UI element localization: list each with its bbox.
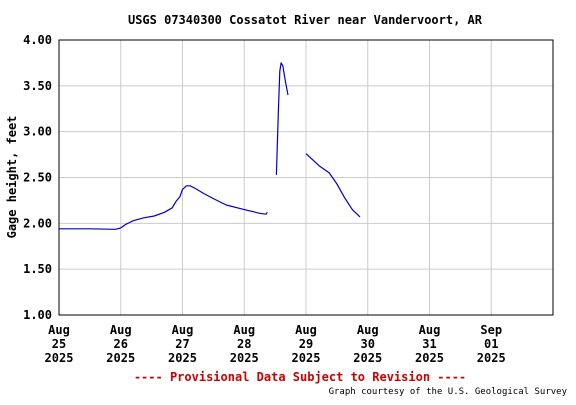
y-tick-label: 3.50 <box>23 79 52 93</box>
x-tick-label-day: 28 <box>237 337 251 351</box>
x-tick-label-month: Aug <box>48 323 70 337</box>
x-tick-label-month: Aug <box>419 323 441 337</box>
x-tick-label-day: 31 <box>422 337 436 351</box>
y-tick-label: 1.50 <box>23 262 52 276</box>
x-tick-label-year: 2025 <box>415 351 444 365</box>
x-tick-label-year: 2025 <box>106 351 135 365</box>
x-tick-label-day: 26 <box>114 337 128 351</box>
x-tick-label-day: 27 <box>175 337 189 351</box>
chart-title: USGS 07340300 Cossatot River near Vander… <box>128 13 483 27</box>
x-tick-label-year: 2025 <box>230 351 259 365</box>
x-tick-label-day: 29 <box>299 337 313 351</box>
x-tick-label-year: 2025 <box>477 351 506 365</box>
x-tick-label-year: 2025 <box>292 351 321 365</box>
credit-text: Graph courtesy of the U.S. Geological Su… <box>329 387 568 397</box>
y-tick-label: 3.00 <box>23 125 52 139</box>
series-layer <box>59 62 361 230</box>
y-axis-ticks: 1.00 1.50 2.00 2.50 3.00 3.50 4.00 <box>23 33 52 322</box>
x-tick-label-month: Aug <box>233 323 255 337</box>
x-tick-label-year: 2025 <box>353 351 382 365</box>
x-tick-label-year: 2025 <box>45 351 74 365</box>
series-line-segment <box>305 153 361 218</box>
plot-frame <box>58 39 554 316</box>
x-axis-ticks: Aug252025Aug262025Aug272025Aug282025Aug2… <box>45 323 506 365</box>
x-tick-label-month: Aug <box>295 323 317 337</box>
y-tick-label: 1.00 <box>23 308 52 322</box>
x-tick-label-month: Aug <box>172 323 194 337</box>
series-line-segment <box>59 185 268 230</box>
x-tick-label-month: Aug <box>110 323 132 337</box>
y-tick-label: 4.00 <box>23 33 52 47</box>
series-line-segment <box>275 62 289 175</box>
y-tick-label: 2.50 <box>23 171 52 185</box>
x-tick-label-month: Aug <box>357 323 379 337</box>
y-axis-label: Gage height, feet <box>5 116 19 239</box>
x-tick-label-year: 2025 <box>168 351 197 365</box>
provisional-notice: ---- Provisional Data Subject to Revisio… <box>134 370 466 384</box>
x-tick-label-day: 01 <box>484 337 498 351</box>
x-tick-label-day: 25 <box>52 337 66 351</box>
y-tick-label: 2.00 <box>23 216 52 230</box>
x-tick-label-month: Sep <box>480 323 502 337</box>
x-tick-label-day: 30 <box>361 337 375 351</box>
